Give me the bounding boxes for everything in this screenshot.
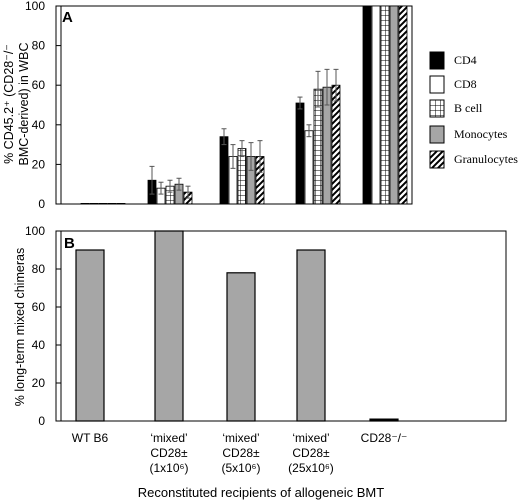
panel-a-ylabel-line2: BMC-derived) in WBC <box>17 43 31 166</box>
bar-cd4 <box>295 102 305 205</box>
panel-b-tick-label: 100 <box>25 224 45 238</box>
legend-swatch <box>429 75 445 94</box>
x-axis-title: Reconstituted recipients of allogeneic B… <box>138 485 384 500</box>
bar-cd4 <box>219 136 229 205</box>
category-label-line: ‘mixed’ <box>150 431 187 445</box>
legend-label: CD4 <box>454 53 477 67</box>
category-label-line: CD28± <box>292 446 330 460</box>
panel-b-tick-label: 60 <box>32 300 46 314</box>
bar-mixed-chimera <box>296 249 326 422</box>
panel-a: A % CD45.2⁺ (CD28⁻/⁻ BMC-derived) in WBC… <box>2 0 413 211</box>
panel-b: B % long-term mixed chimeras 0 20 40 60 80 10… <box>13 224 507 428</box>
panel-b-tick-label: 20 <box>32 376 46 390</box>
bar-granulocytes <box>398 5 408 205</box>
bar-granulocytes <box>331 84 341 205</box>
panel-a-tick-label: 20 <box>32 157 46 171</box>
panel-b-bars <box>75 230 399 422</box>
panel-a-bars <box>80 5 408 205</box>
category-label-line: CD28⁻/⁻ <box>361 431 408 445</box>
bar-cd8 <box>304 130 314 205</box>
bar-cd4 <box>362 5 372 205</box>
category-label-line: (25x10⁶) <box>288 461 334 475</box>
legend-label: Granulocytes <box>454 152 518 166</box>
category-label-line: CD28± <box>222 446 260 460</box>
bar-mixed-chimera <box>75 249 105 422</box>
category-labels: WT B6 ‘mixed’CD28±(1x10⁶)‘mixed’CD28±(5x1… <box>72 431 408 475</box>
panel-b-ylabel: % long-term mixed chimeras <box>13 248 27 406</box>
category-label-line: (1x10⁶) <box>150 461 189 475</box>
bar-monocytes <box>389 5 399 205</box>
panel-a-error-bars <box>149 68 339 199</box>
panel-a-ylabel-line1: % CD45.2⁺ (CD28⁻/⁻ <box>2 44 16 164</box>
category-label-line: CD28± <box>150 446 188 460</box>
bar-mixed-chimera <box>226 272 256 422</box>
panel-a-tick-label: 60 <box>32 78 46 92</box>
legend-label: CD8 <box>454 77 477 91</box>
panel-b-tick-label: 40 <box>32 338 46 352</box>
legend-swatch <box>429 125 445 144</box>
legend-swatch <box>429 99 445 118</box>
panel-b-tick-label: 80 <box>32 262 46 276</box>
panel-a-tick-label: 80 <box>32 39 46 53</box>
panel-a-tick-label: 40 <box>32 118 46 132</box>
category-label-line: (5x10⁶) <box>222 461 261 475</box>
panel-b-y-ticks: 0 20 40 60 80 100 <box>25 224 61 428</box>
panel-b-frame <box>55 230 507 422</box>
bar-b-cell <box>380 5 390 205</box>
legend-label: Monocytes <box>454 127 508 141</box>
legend: CD4 CD8 B cell Monocytes Granulocytes <box>429 51 518 169</box>
category-label-line: WT B6 <box>72 431 109 445</box>
panel-a-tick-label: 100 <box>25 0 45 13</box>
bar-cd8 <box>371 5 381 205</box>
panel-a-tick-label: 0 <box>38 197 45 211</box>
panel-b-letter: B <box>64 235 75 252</box>
panel-a-y-ticks: 0 20 40 60 80 100 <box>25 0 61 211</box>
legend-swatch <box>429 150 445 169</box>
panel-b-tick-label: 0 <box>38 414 45 428</box>
legend-label: B cell <box>454 101 483 115</box>
category-label-line: ‘mixed’ <box>222 431 259 445</box>
bar-mixed-chimera <box>154 230 184 422</box>
legend-swatch <box>429 51 445 70</box>
category-label-line: ‘mixed’ <box>292 431 329 445</box>
panel-a-letter: A <box>62 9 73 26</box>
